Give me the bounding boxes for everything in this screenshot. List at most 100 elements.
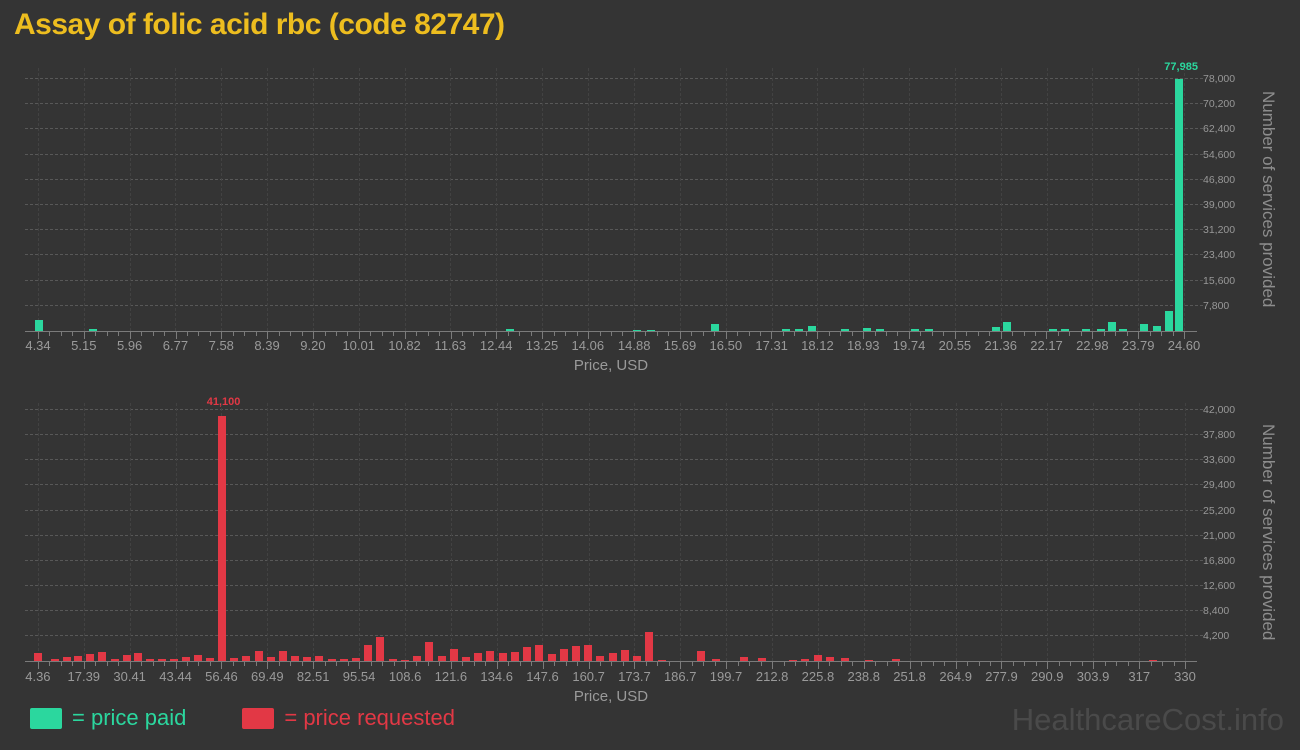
histogram-bar[interactable] bbox=[169, 658, 178, 661]
histogram-bar[interactable] bbox=[925, 329, 934, 331]
histogram-bar[interactable] bbox=[807, 326, 816, 331]
histogram-bar[interactable] bbox=[711, 658, 720, 661]
histogram-bar[interactable] bbox=[134, 653, 143, 661]
histogram-bar[interactable] bbox=[50, 658, 59, 661]
histogram-bar[interactable] bbox=[291, 655, 300, 661]
histogram-bar[interactable] bbox=[122, 654, 131, 661]
histogram-bar[interactable] bbox=[97, 651, 106, 661]
histogram-bar[interactable] bbox=[449, 649, 458, 661]
histogram-bar[interactable] bbox=[1082, 329, 1091, 331]
histogram-bar[interactable] bbox=[620, 649, 629, 661]
histogram-bar[interactable] bbox=[364, 645, 373, 661]
histogram-bar[interactable] bbox=[413, 655, 422, 661]
histogram-bar[interactable] bbox=[633, 329, 642, 331]
histogram-bar[interactable] bbox=[217, 415, 226, 661]
histogram-bar[interactable] bbox=[73, 655, 82, 661]
histogram-bar[interactable] bbox=[425, 641, 434, 661]
histogram-bar[interactable] bbox=[1118, 329, 1127, 331]
watermark-link[interactable]: HealthcareCost.info bbox=[1011, 702, 1284, 737]
histogram-bar[interactable] bbox=[1002, 321, 1011, 331]
histogram-bar[interactable] bbox=[157, 659, 166, 661]
histogram-bar[interactable] bbox=[462, 657, 471, 661]
x-tick-label: 134.6 bbox=[480, 669, 513, 684]
minor-tick bbox=[656, 332, 658, 336]
histogram-bar[interactable] bbox=[352, 657, 361, 661]
histogram-bar[interactable] bbox=[506, 329, 515, 331]
histogram-bar[interactable] bbox=[242, 656, 251, 661]
histogram-bar[interactable] bbox=[992, 327, 1001, 331]
histogram-bar[interactable] bbox=[303, 657, 312, 661]
histogram-bar[interactable] bbox=[1148, 659, 1157, 661]
histogram-bar[interactable] bbox=[110, 658, 119, 661]
histogram-bar[interactable] bbox=[401, 659, 410, 661]
histogram-bar[interactable] bbox=[522, 647, 531, 661]
histogram-bar[interactable] bbox=[758, 658, 767, 661]
histogram-bar[interactable] bbox=[193, 655, 202, 661]
histogram-bar[interactable] bbox=[437, 655, 446, 661]
histogram-bar[interactable] bbox=[145, 658, 154, 661]
histogram-bar[interactable] bbox=[547, 653, 556, 661]
histogram-bar[interactable] bbox=[388, 658, 397, 661]
histogram-bar[interactable] bbox=[1108, 321, 1117, 331]
histogram-bar[interactable] bbox=[1061, 329, 1070, 331]
histogram-bar[interactable] bbox=[339, 658, 348, 661]
histogram-bar[interactable] bbox=[876, 328, 885, 331]
histogram-bar[interactable] bbox=[696, 650, 705, 661]
histogram-bar[interactable] bbox=[645, 632, 654, 661]
histogram-bar[interactable] bbox=[511, 652, 519, 661]
histogram-bar[interactable] bbox=[1139, 323, 1148, 331]
histogram-bar[interactable] bbox=[782, 329, 791, 331]
histogram-bar[interactable] bbox=[254, 651, 263, 661]
legend-item-price-paid[interactable]: = price paid bbox=[30, 705, 186, 731]
histogram-bar[interactable] bbox=[1096, 329, 1105, 331]
histogram-bar[interactable] bbox=[486, 650, 495, 661]
histogram-bar[interactable] bbox=[278, 650, 287, 661]
histogram-bar[interactable] bbox=[794, 329, 803, 331]
histogram-bar[interactable] bbox=[376, 637, 385, 661]
histogram-bar[interactable] bbox=[205, 657, 214, 661]
histogram-bar[interactable] bbox=[498, 652, 507, 661]
histogram-bar[interactable] bbox=[230, 657, 239, 661]
histogram-bar[interactable] bbox=[181, 656, 190, 661]
histogram-bar[interactable] bbox=[840, 658, 849, 661]
histogram-bar[interactable] bbox=[840, 329, 849, 331]
legend-item-price-requested[interactable]: = price requested bbox=[242, 705, 455, 731]
histogram-bar[interactable] bbox=[62, 656, 71, 661]
histogram-bar[interactable] bbox=[596, 655, 605, 661]
histogram-bar[interactable] bbox=[813, 655, 822, 661]
histogram-bar[interactable] bbox=[891, 659, 900, 661]
histogram-bar[interactable] bbox=[801, 658, 810, 661]
histogram-bar[interactable] bbox=[34, 652, 43, 661]
histogram-bar[interactable] bbox=[825, 656, 834, 661]
histogram-bar[interactable] bbox=[608, 652, 617, 661]
histogram-bar[interactable] bbox=[1175, 79, 1184, 331]
histogram-bar[interactable] bbox=[559, 649, 568, 661]
histogram-bar[interactable] bbox=[315, 656, 324, 661]
histogram-bar[interactable] bbox=[657, 659, 666, 661]
h-gridline bbox=[25, 204, 1203, 205]
minor-tick bbox=[462, 332, 464, 336]
histogram-bar[interactable] bbox=[865, 659, 874, 661]
histogram-bar[interactable] bbox=[911, 329, 920, 331]
histogram-bar[interactable] bbox=[266, 656, 275, 661]
minor-tick bbox=[473, 662, 475, 666]
histogram-bar[interactable] bbox=[632, 655, 641, 661]
histogram-bar[interactable] bbox=[327, 659, 336, 661]
histogram-bar[interactable] bbox=[535, 644, 544, 661]
histogram-bar[interactable] bbox=[1048, 329, 1057, 331]
histogram-bar[interactable] bbox=[1152, 325, 1161, 331]
histogram-bar[interactable] bbox=[647, 329, 656, 331]
histogram-bar[interactable] bbox=[788, 659, 797, 661]
histogram-bar[interactable] bbox=[88, 329, 97, 331]
histogram-bar[interactable] bbox=[584, 644, 593, 661]
histogram-bar[interactable] bbox=[1164, 311, 1173, 331]
histogram-bar[interactable] bbox=[863, 327, 872, 331]
v-gridline bbox=[312, 68, 314, 331]
histogram-bar[interactable] bbox=[710, 323, 719, 331]
histogram-bar[interactable] bbox=[85, 654, 94, 661]
minor-tick bbox=[989, 332, 991, 336]
histogram-bar[interactable] bbox=[474, 652, 483, 661]
histogram-bar[interactable] bbox=[35, 319, 44, 331]
histogram-bar[interactable] bbox=[571, 646, 580, 661]
histogram-bar[interactable] bbox=[739, 656, 748, 661]
